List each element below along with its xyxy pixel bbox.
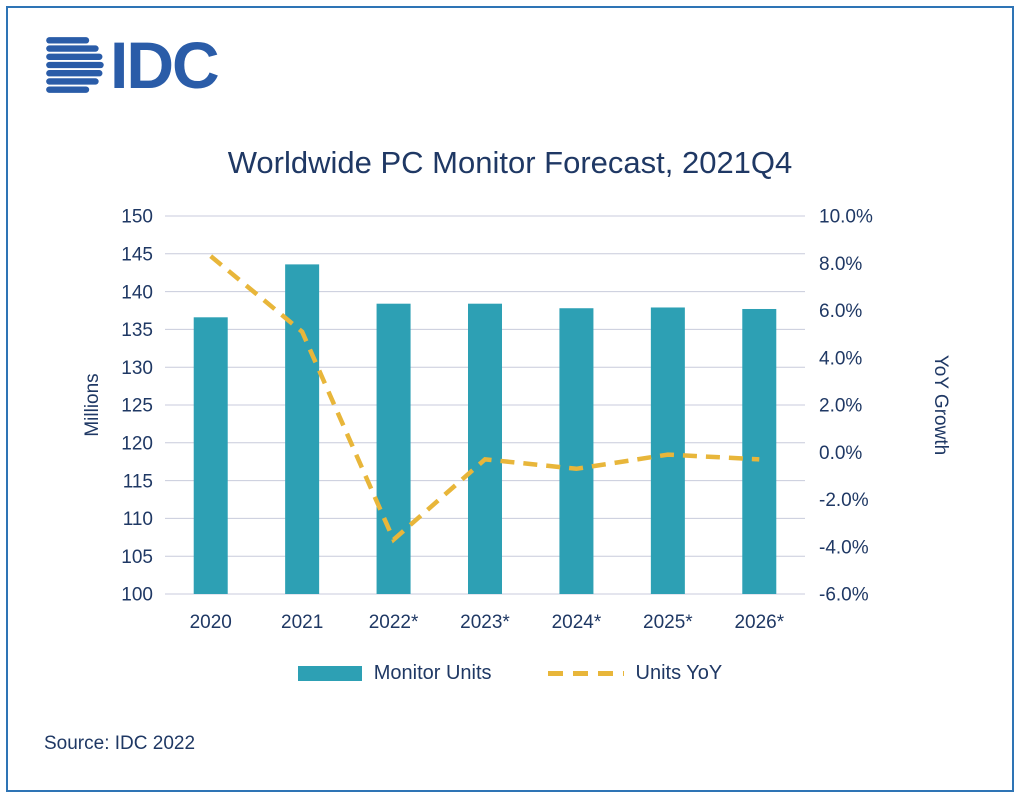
right-axis-tick: -6.0% (819, 585, 869, 606)
right-axis-tick: -4.0% (819, 537, 869, 558)
bar-series-swatch (297, 666, 362, 681)
left-axis-tick: 130 (121, 358, 153, 379)
legend: Monitor Units Units YoY (0, 662, 1020, 685)
chart: 150 145 140 135 130 125 120 115 110 105 100 10.0% 8.… (60, 198, 960, 638)
left-axis-tick: 120 (121, 433, 153, 454)
legend-label-units-yoy: Units YoY (635, 662, 723, 684)
right-axis-tick: 4.0% (819, 348, 862, 369)
left-axis-tick: 110 (123, 509, 153, 530)
left-axis-tick: 135 (121, 320, 153, 341)
bar-monitor-units (742, 308, 777, 594)
idc-logo-text: IDC (110, 28, 220, 102)
left-axis-tick: 140 (121, 282, 153, 303)
left-axis-tick: 105 (121, 547, 153, 568)
bar-monitor-units (468, 303, 502, 594)
legend-item-units-yoy: Units YoY (547, 662, 723, 685)
chart-canvas: 150 145 140 135 130 125 120 115 110 105 100 10.0% 8.… (82, 207, 951, 633)
x-axis-label: 2026* (734, 612, 784, 633)
bar-monitor-units (376, 303, 411, 594)
left-axis-tick: 125 (121, 396, 153, 417)
x-axis-label: 2023* (460, 612, 510, 633)
legend-item-monitor-units: Monitor Units (297, 662, 492, 685)
right-axis-tick: 8.0% (819, 254, 862, 275)
legend-label-monitor-units: Monitor Units (373, 662, 492, 684)
idc-logo: IDC (42, 28, 220, 102)
line-units-yoy (209, 254, 760, 544)
x-axis-label: 2022* (369, 612, 419, 633)
idc-globe-icon (46, 37, 104, 93)
bar-monitor-units (193, 317, 228, 594)
left-axis-tick: 100 (121, 585, 153, 606)
bar-monitor-units (559, 308, 594, 594)
x-axis-label: 2024* (552, 612, 602, 633)
source-note: Source: IDC 2022 (44, 733, 196, 754)
right-axis-tick: 6.0% (819, 301, 862, 322)
bar-monitor-units (650, 307, 685, 594)
right-axis-tick: 2.0% (819, 396, 862, 417)
right-axis-title: YoY Growth (930, 355, 951, 455)
line-series-swatch (547, 671, 624, 676)
right-axis-tick: 0.0% (819, 443, 862, 464)
right-axis-tick: 10.0% (819, 207, 873, 228)
x-axis-label: 2020 (190, 612, 232, 633)
left-axis-tick: 150 (121, 207, 153, 228)
x-axis-label: 2021 (281, 612, 323, 633)
chart-title: Worldwide PC Monitor Forecast, 2021Q4 (227, 145, 793, 180)
bar-monitor-units (285, 264, 320, 594)
left-axis-tick: 145 (121, 244, 153, 265)
right-axis-tick: -2.0% (819, 490, 869, 511)
x-axis-label: 2025* (643, 612, 693, 633)
left-axis-title: Millions (82, 373, 103, 436)
left-axis-tick: 115 (123, 471, 153, 492)
